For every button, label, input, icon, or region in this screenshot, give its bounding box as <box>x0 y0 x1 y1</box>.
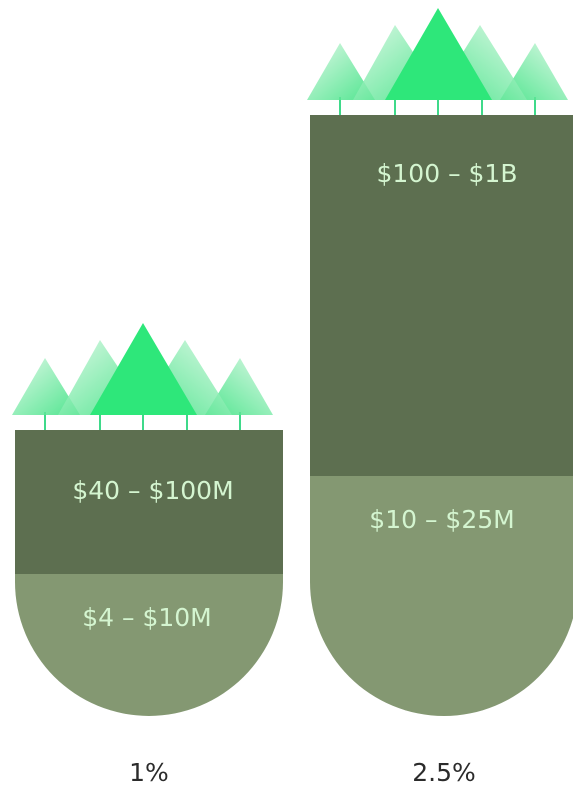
bottom-label: $4 – $10M <box>82 603 212 632</box>
caption: 1% <box>129 758 169 787</box>
trees <box>307 8 568 115</box>
caption: 2.5% <box>412 758 476 787</box>
page: $40 – $100M $4 – $10M 1% $100 – $1B $10 … <box>0 0 573 787</box>
column-2: $100 – $1B $10 – $25M 2.5% <box>307 8 573 787</box>
column-1: $40 – $100M $4 – $10M 1% <box>12 323 283 787</box>
top-label: $40 – $100M <box>72 476 233 505</box>
illustration: $40 – $100M $4 – $10M 1% $100 – $1B $10 … <box>0 0 573 787</box>
trees <box>12 323 273 430</box>
top-label: $100 – $1B <box>377 159 518 188</box>
bottom-label: $10 – $25M <box>369 505 514 534</box>
bottom-block <box>15 574 283 716</box>
